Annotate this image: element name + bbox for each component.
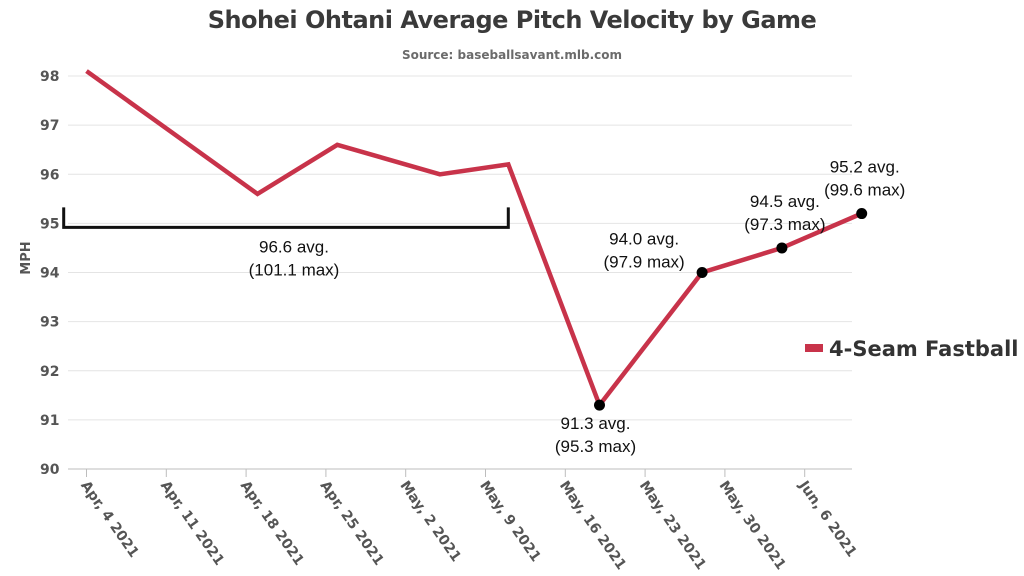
annotation-label: (101.1 max) bbox=[249, 260, 340, 279]
chart-title: Shohei Ohtani Average Pitch Velocity by … bbox=[207, 6, 817, 34]
x-tick-label: Jun, 6 2021 bbox=[795, 477, 860, 560]
x-tick-label: May, 16 2021 bbox=[556, 478, 629, 573]
annotation-point bbox=[594, 399, 605, 411]
annotation-label: (99.6 max) bbox=[824, 181, 905, 200]
series-line-4-seam-fastball bbox=[85, 69, 863, 410]
x-tick-label: May, 23 2021 bbox=[636, 478, 709, 573]
x-tick-label: May, 2 2021 bbox=[396, 478, 463, 565]
annotation-bracket bbox=[62, 207, 510, 229]
annotation-label: 94.0 avg. bbox=[609, 230, 679, 249]
annotation-label: 96.6 avg. bbox=[259, 237, 329, 256]
y-tick-label: 96 bbox=[40, 167, 59, 183]
x-tick-label: Apr, 11 2021 bbox=[157, 478, 227, 568]
y-tick-label: 91 bbox=[40, 413, 59, 429]
y-tick-label: 90 bbox=[40, 462, 60, 478]
annotation-label: (97.3 max) bbox=[744, 215, 825, 234]
legend-label: 4-Seam Fastball bbox=[829, 337, 1018, 361]
annotation-point bbox=[856, 208, 868, 220]
y-tick-label: 93 bbox=[40, 315, 59, 331]
annotation-point bbox=[696, 267, 708, 278]
y-tick-label: 95 bbox=[40, 216, 59, 232]
x-tick-label: May, 9 2021 bbox=[476, 478, 543, 565]
y-tick-label: 97 bbox=[40, 118, 59, 134]
x-tick-label: Apr, 25 2021 bbox=[317, 478, 387, 568]
x-tick-label: Apr, 18 2021 bbox=[237, 478, 307, 568]
annotation-label: 94.5 avg. bbox=[750, 192, 820, 211]
chart-subtitle: Source: baseballsavant.mlb.com bbox=[401, 48, 623, 62]
annotation-label: (95.3 max) bbox=[555, 437, 636, 456]
legend-swatch bbox=[805, 344, 823, 352]
y-tick-label: 92 bbox=[40, 364, 59, 380]
y-axis-label: MPH bbox=[19, 241, 34, 274]
x-tick-label: Apr, 4 2021 bbox=[77, 478, 141, 560]
annotation-point bbox=[776, 242, 788, 254]
annotation-label: (97.9 max) bbox=[603, 253, 684, 272]
x-tick-label: May, 30 2021 bbox=[716, 478, 789, 573]
annotation-label: 91.3 avg. bbox=[561, 414, 631, 433]
y-tick-label: 94 bbox=[40, 266, 60, 282]
y-tick-label: 98 bbox=[40, 69, 59, 85]
annotation-label: 95.2 avg. bbox=[830, 158, 900, 177]
